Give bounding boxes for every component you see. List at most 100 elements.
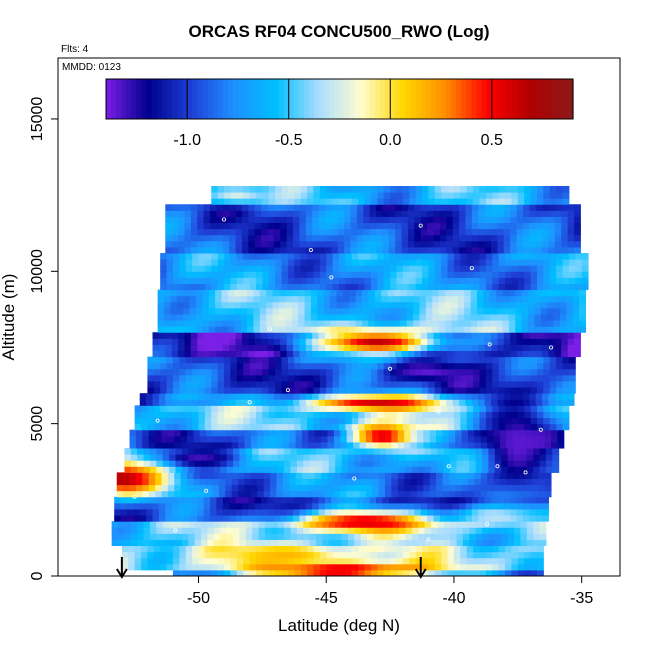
- heatmap-cell: [462, 527, 470, 534]
- heatmap-cell: [341, 448, 349, 455]
- heatmap-cell: [413, 307, 420, 315]
- heatmap-cell: [397, 435, 405, 443]
- heatmap-cell: [189, 326, 197, 333]
- heatmap-cell: [363, 332, 371, 339]
- heatmap-cell: [469, 448, 477, 455]
- heatmap-cell: [345, 185, 353, 193]
- heatmap-cell: [388, 508, 396, 516]
- heatmap-cell: [499, 478, 507, 486]
- heatmap-cell: [513, 460, 521, 467]
- heatmap-cell: [445, 307, 452, 315]
- heatmap-cell: [520, 527, 528, 534]
- heatmap-cell: [312, 210, 320, 217]
- heatmap-cell: [229, 393, 237, 400]
- heatmap-cell: [326, 259, 334, 266]
- heatmap-cell: [185, 569, 193, 576]
- heatmap-cell: [360, 448, 368, 455]
- heatmap-cell: [189, 313, 197, 321]
- heatmap-cell: [386, 460, 394, 467]
- heatmap-cell: [390, 185, 397, 193]
- heatmap-cell: [460, 557, 468, 565]
- heatmap-cell: [152, 399, 160, 406]
- heatmap-cell: [259, 326, 267, 333]
- heatmap-cell: [194, 527, 202, 534]
- heatmap-cell: [382, 515, 390, 522]
- heatmap-cell: [581, 259, 589, 266]
- heatmap-cell: [402, 563, 410, 571]
- heatmap-cell: [161, 490, 169, 498]
- heatmap-cell: [439, 350, 447, 358]
- heatmap-cell: [530, 185, 538, 193]
- heatmap-cell: [135, 435, 143, 443]
- heatmap-cell: [434, 417, 442, 425]
- heatmap-cell: [439, 222, 447, 230]
- colorbar-swatch: [512, 79, 518, 119]
- heatmap-cell: [160, 362, 168, 370]
- heatmap-cell: [548, 338, 556, 345]
- heatmap-cell: [409, 563, 417, 571]
- colorbar-swatch: [395, 79, 402, 119]
- heatmap-cell: [339, 405, 346, 412]
- heatmap-cell: [369, 399, 377, 406]
- heatmap-cell: [451, 326, 459, 333]
- heatmap-cell: [433, 338, 441, 345]
- heatmap-cell: [165, 246, 173, 254]
- heatmap-cell: [236, 265, 244, 272]
- heatmap-cell: [471, 210, 479, 217]
- heatmap-cell: [185, 545, 193, 553]
- heatmap-cell: [479, 259, 487, 266]
- heatmap-cell: [141, 563, 148, 571]
- heatmap-cell: [581, 277, 589, 284]
- heatmap-cell: [457, 313, 465, 321]
- heatmap-cell: [249, 551, 257, 559]
- heatmap-cell: [305, 332, 313, 339]
- heatmap-cell: [567, 228, 575, 236]
- heatmap-cell: [484, 240, 492, 248]
- heatmap-cell: [524, 557, 532, 565]
- heatmap-cell: [377, 283, 385, 291]
- heatmap-cell: [432, 326, 440, 333]
- heatmap-cell: [331, 350, 339, 358]
- heatmap-cell: [553, 326, 561, 333]
- heatmap-cell: [319, 185, 327, 193]
- heatmap-cell: [438, 307, 446, 315]
- heatmap-cell: [276, 472, 284, 479]
- heatmap-cell: [185, 271, 193, 278]
- heatmap-cell: [447, 368, 455, 376]
- heatmap-cell: [300, 265, 308, 272]
- heatmap-cell: [530, 380, 538, 388]
- heatmap-cell: [120, 515, 128, 522]
- heatmap-cell: [447, 271, 455, 278]
- heatmap-cell: [280, 508, 288, 516]
- heatmap-cell: [525, 441, 533, 449]
- heatmap-cell: [171, 204, 179, 211]
- heatmap-cell: [391, 484, 399, 492]
- heatmap-cell: [300, 192, 308, 199]
- heatmap-cell: [183, 320, 191, 327]
- heatmap-cell: [364, 198, 372, 205]
- heatmap-cell: [470, 320, 478, 327]
- heatmap-cell: [323, 289, 331, 297]
- heatmap-cell: [536, 192, 544, 199]
- heatmap-cell: [300, 423, 308, 431]
- heatmap-cell: [351, 253, 359, 260]
- heatmap-cell: [556, 374, 564, 382]
- heatmap-cell: [404, 472, 412, 479]
- heatmap-cell: [365, 484, 373, 492]
- heatmap-cell: [216, 399, 224, 406]
- heatmap-cell: [282, 429, 290, 437]
- heatmap-cell: [358, 283, 366, 291]
- colorbar-swatch: [303, 79, 310, 119]
- heatmap-cell: [281, 569, 289, 576]
- heatmap-cell: [296, 448, 304, 455]
- heatmap-cell: [257, 478, 265, 486]
- heatmap-cell: [511, 362, 519, 370]
- heatmap-cell: [484, 502, 492, 510]
- heatmap-cell: [116, 478, 124, 486]
- heatmap-cell: [192, 563, 199, 571]
- heatmap-cell: [133, 496, 141, 504]
- heatmap-cell: [255, 557, 263, 565]
- heatmap-cell: [254, 222, 262, 230]
- heatmap-cell: [411, 460, 419, 467]
- heatmap-cell: [401, 216, 409, 224]
